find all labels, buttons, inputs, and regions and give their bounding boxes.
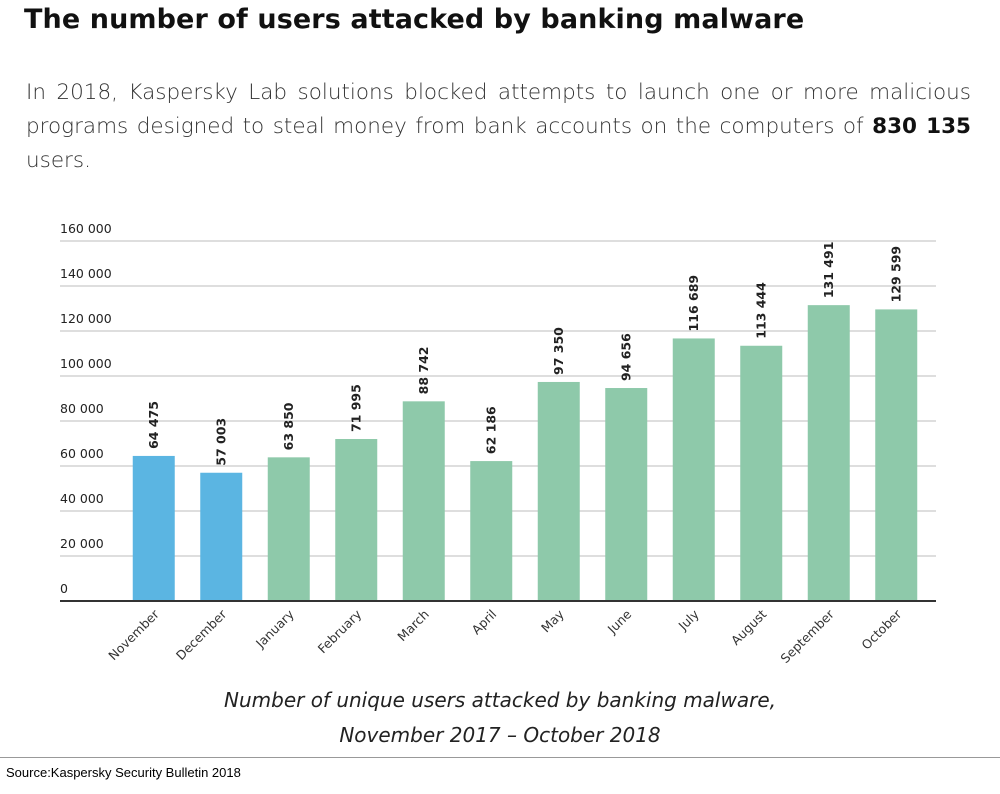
intro-text: In 2018, Kaspersky Lab solutions blocked…: [26, 80, 971, 139]
x-tick-label: January: [252, 606, 297, 651]
intro-paragraph: In 2018, Kaspersky Lab solutions blocked…: [26, 76, 971, 178]
x-tick-label: December: [173, 606, 230, 663]
x-tick-label: July: [675, 606, 703, 634]
bar-value-label: 131 491: [821, 242, 836, 299]
bar: [402, 401, 445, 601]
bar: [267, 457, 310, 601]
y-tick-label: 40 000: [60, 491, 104, 506]
bar-chart: 0 20 000 40 000 60 000 80 000 100 000 120 000 1…: [0, 210, 1000, 680]
bar-value-label: 116 689: [686, 275, 701, 332]
bar: [335, 439, 378, 601]
intro-suffix: users.: [26, 148, 91, 173]
bar-value-label: 97 350: [551, 327, 566, 375]
x-tick-label: September: [777, 606, 837, 666]
x-tick-label: May: [538, 606, 567, 635]
chart-caption-line2: November 2017 – October 2018: [339, 723, 661, 747]
y-tick-label: 160 000: [60, 221, 112, 236]
bar-value-label: 129 599: [888, 246, 903, 303]
x-tick-label: June: [604, 606, 635, 637]
bar: [132, 455, 175, 601]
x-tick-label: March: [394, 607, 432, 645]
x-tick-label: February: [315, 606, 365, 656]
y-tick-label: 0: [60, 581, 68, 596]
bar-value-label: 88 742: [416, 346, 431, 394]
y-tick-label: 100 000: [60, 356, 112, 371]
y-tick-label: 140 000: [60, 266, 112, 281]
bar: [672, 338, 715, 601]
source-divider: [0, 757, 1000, 758]
source-note: Source:Kaspersky Security Bulletin 2018: [6, 765, 241, 780]
bar-chart-svg: 0 20 000 40 000 60 000 80 000 100 000 120 000 1…: [60, 221, 936, 666]
bar: [740, 345, 783, 601]
bar: [537, 381, 580, 601]
x-tick-label: October: [858, 606, 905, 653]
bar: [807, 305, 850, 601]
y-tick-label: 60 000: [60, 446, 104, 461]
bar: [470, 461, 513, 601]
y-tick-label: 120 000: [60, 311, 112, 326]
bar-value-label: 64 475: [146, 401, 161, 449]
bar-value-label: 57 003: [213, 418, 228, 466]
y-tick-label: 80 000: [60, 401, 104, 416]
bar: [605, 388, 648, 601]
chart-caption-line1: Number of unique users attacked by banki…: [224, 688, 776, 712]
bar-value-label: 71 995: [348, 384, 363, 432]
page-title: The number of users attacked by banking …: [24, 4, 805, 35]
bar-value-label: 94 656: [618, 333, 633, 381]
bar: [875, 309, 918, 601]
y-tick-label: 20 000: [60, 536, 104, 551]
bar: [200, 472, 243, 601]
x-tick-label: April: [469, 607, 500, 638]
x-tick-label: November: [105, 606, 162, 663]
x-tick-label: August: [728, 606, 770, 648]
bar-value-label: 113 444: [753, 282, 768, 339]
intro-highlight: 830 135: [872, 114, 972, 139]
bar-value-label: 63 850: [281, 402, 296, 450]
bar-value-label: 62 186: [483, 406, 498, 454]
